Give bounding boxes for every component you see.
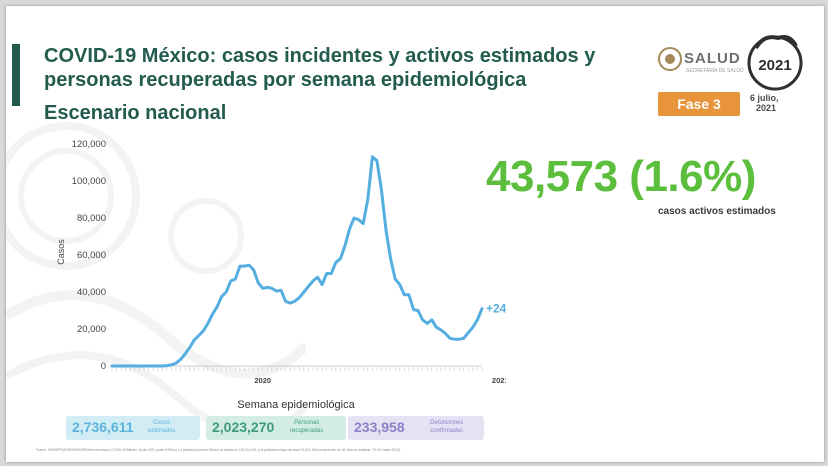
y-tick-label: 40,000 <box>77 287 106 298</box>
report-date-line2: 2021 <box>756 103 777 113</box>
active-cases-label: casos activos estimados <box>658 206 776 217</box>
salud-logo-subtext: SECRETARÍA DE SALUD <box>686 68 744 74</box>
accent-bar <box>12 44 20 106</box>
slide: COVID-19 México: casos incidentes y acti… <box>6 6 824 462</box>
svg-text:2021: 2021 <box>758 57 791 74</box>
active-cases-value: 43,573 (1.6%) <box>486 152 756 201</box>
summary-recuperadas-label-l2: recuperadas <box>290 428 324 434</box>
summary-defunciones-label-l1: Defunciones <box>430 420 464 426</box>
y-tick-label: 100,000 <box>72 176 106 187</box>
summary-recuperadas-label-l1: Personas <box>294 420 320 426</box>
summary-box-recuperadas: 2,023,270 Personas recuperadas <box>206 416 346 440</box>
y-axis-title: Casos <box>56 239 66 265</box>
summary-casos-label: Casos estimados <box>148 419 175 435</box>
page-title: COVID-19 México: casos incidentes y acti… <box>44 45 596 91</box>
summary-defunciones-value: 233,958 <box>354 419 405 435</box>
summary-casos-label-l1: Casos <box>153 420 171 426</box>
x-axis-title: Semana epidemiológica <box>237 399 355 411</box>
report-date-line1: 6 julio, <box>750 93 779 103</box>
report-date: 6 julio, 2021 <box>750 93 779 113</box>
source-footnote: Fuente: SSA/SPPS/DGE/DIE/InDRE/Informe t… <box>36 448 401 452</box>
summary-casos-value: 2,736,611 <box>72 419 134 435</box>
summary-box-casos: 2,736,611 Casos estimados <box>66 416 200 440</box>
y-tick-label: 0 <box>101 361 106 372</box>
summary-casos-label-l2: estimados <box>148 428 176 434</box>
summary-recuperadas-label: Personas recuperadas <box>290 419 323 435</box>
trend-annotation: +24% <box>486 302 506 316</box>
summary-defunciones-label: Defunciones confirmadas <box>430 419 463 435</box>
summary-defunciones-label-l2: confirmadas <box>430 428 464 434</box>
year-2021-logo-icon: 2021 <box>747 35 803 91</box>
y-tick-label: 80,000 <box>77 213 106 224</box>
y-tick-label: 120,000 <box>72 139 106 150</box>
salud-logo-text: SALUD <box>684 50 741 67</box>
salud-logo-icon <box>658 47 682 71</box>
y-tick-label: 60,000 <box>77 250 106 261</box>
cases-series-line <box>110 155 484 368</box>
page-subtitle: Escenario nacional <box>44 102 227 124</box>
summary-recuperadas-value: 2,023,270 <box>212 419 275 435</box>
y-tick-label: 20,000 <box>77 324 106 335</box>
cases-line-chart: 0 20,000 40,000 60,000 80,000 100,000 120,000 2… <box>56 139 506 411</box>
x-year-label: 2021 <box>492 376 506 385</box>
phase-badge: Fase 3 <box>658 92 740 116</box>
x-year-label: 2020 <box>254 376 271 385</box>
summary-box-defunciones: 233,958 Defunciones confirmadas <box>348 416 484 440</box>
